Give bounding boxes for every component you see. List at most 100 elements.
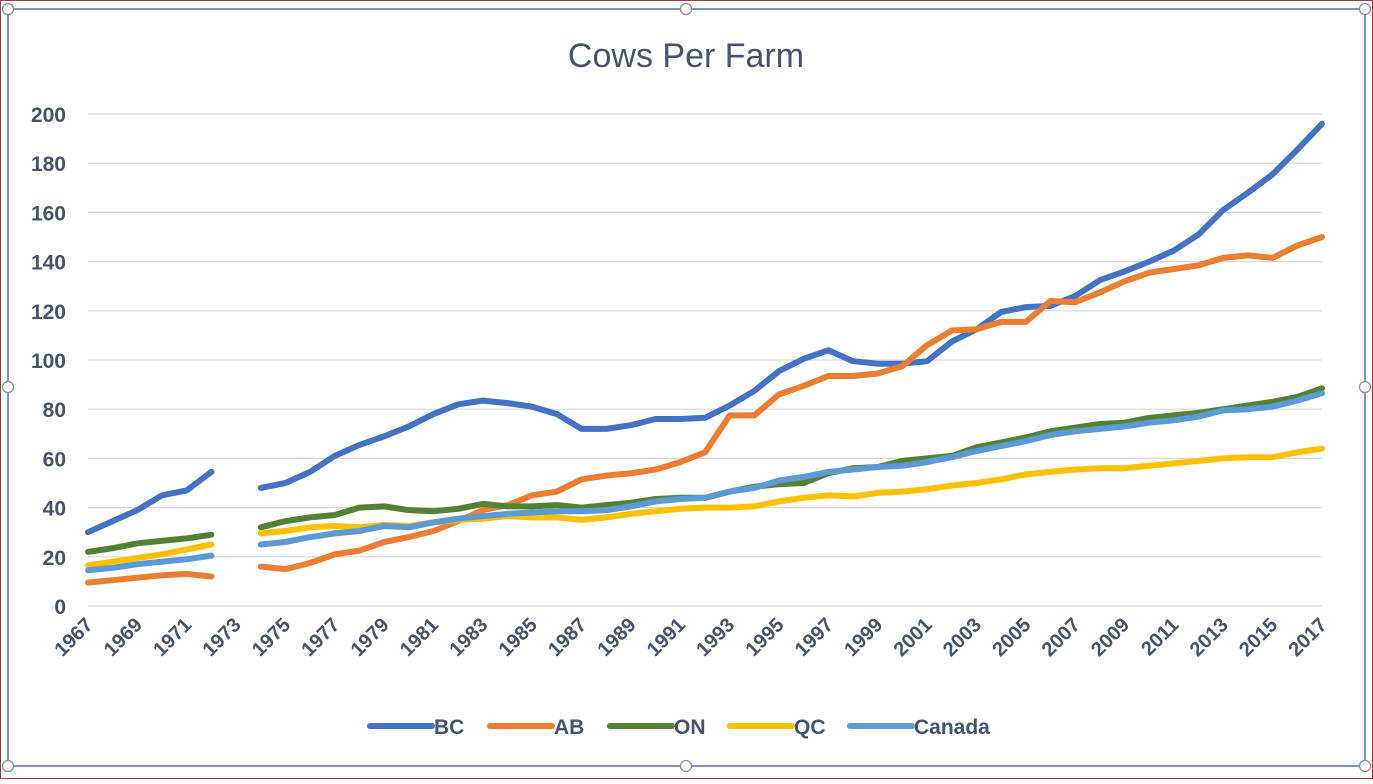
resize-handle[interactable]	[1358, 380, 1372, 394]
data-point	[827, 471, 829, 473]
data-point	[334, 525, 336, 527]
resize-handle[interactable]	[1358, 2, 1372, 16]
series-line-qc[interactable]	[85, 541, 215, 569]
legend-label: Canada	[914, 716, 990, 739]
data-point	[704, 417, 706, 419]
data-point	[1321, 448, 1323, 450]
data-point	[260, 526, 262, 528]
data-point	[284, 541, 286, 543]
data-point	[433, 510, 434, 512]
data-point	[408, 425, 410, 427]
data-point	[1074, 430, 1076, 432]
data-point	[630, 424, 632, 426]
data-point	[1074, 301, 1076, 303]
resize-handle[interactable]	[1358, 759, 1372, 773]
data-point	[210, 555, 212, 557]
legend-item-bc[interactable]: BC	[367, 716, 464, 739]
legend[interactable]: BC AB ON QC Canada	[367, 716, 990, 739]
data-point	[1272, 173, 1274, 175]
data-point	[1247, 408, 1249, 410]
legend-item-on[interactable]: ON	[607, 716, 706, 739]
series-lines	[85, 120, 1325, 586]
y-tick-label: 0	[54, 596, 66, 619]
series-line-bc[interactable]	[257, 120, 1325, 491]
data-point	[1148, 465, 1150, 467]
data-point	[1148, 272, 1150, 274]
data-point	[1074, 427, 1076, 429]
data-point	[1025, 437, 1027, 438]
data-point	[334, 532, 336, 534]
data-point	[1124, 422, 1126, 424]
y-tick-label: 40	[43, 498, 66, 521]
data-point	[877, 363, 879, 365]
data-point	[112, 547, 114, 549]
resize-handle[interactable]	[1, 380, 15, 394]
resize-handle[interactable]	[1, 2, 15, 16]
data-point	[1099, 428, 1101, 430]
data-point	[951, 341, 953, 343]
data-point	[803, 385, 805, 387]
data-point	[408, 536, 410, 538]
series-line-on[interactable]	[257, 385, 1325, 531]
data-point	[729, 405, 731, 406]
data-point	[507, 513, 509, 515]
data-point	[284, 482, 286, 484]
series-line-ab[interactable]	[257, 234, 1325, 573]
data-point	[136, 563, 138, 565]
data-point	[383, 505, 385, 507]
data-point	[926, 344, 928, 346]
data-point	[383, 435, 385, 437]
data-point	[556, 504, 558, 506]
data-point	[136, 542, 138, 544]
series-line-bc[interactable]	[85, 468, 215, 536]
resize-handle[interactable]	[679, 759, 693, 773]
data-point	[753, 414, 755, 416]
data-point	[852, 496, 854, 497]
data-point	[383, 541, 385, 543]
data-point	[284, 568, 286, 570]
resize-handle[interactable]	[679, 2, 693, 16]
data-point	[457, 518, 459, 520]
series-line-on[interactable]	[85, 531, 215, 555]
series-on[interactable]	[85, 385, 1325, 555]
series-line-canada[interactable]	[85, 552, 215, 574]
data-point	[482, 515, 484, 517]
data-point	[309, 516, 311, 518]
data-point	[1173, 419, 1175, 421]
data-point	[1222, 409, 1224, 411]
data-point	[803, 476, 805, 478]
data-point	[1296, 451, 1298, 453]
series-bc[interactable]	[85, 120, 1325, 536]
resize-handle[interactable]	[1, 759, 15, 773]
data-point	[136, 557, 138, 559]
data-point	[1296, 245, 1298, 247]
data-point	[210, 471, 212, 473]
legend-item-ab[interactable]: AB	[487, 716, 584, 739]
data-point	[877, 492, 879, 494]
data-point	[161, 561, 163, 563]
legend-item-qc[interactable]: QC	[727, 716, 826, 739]
data-point	[827, 494, 829, 496]
data-point	[852, 375, 854, 377]
series-line-ab[interactable]	[85, 571, 215, 586]
data-point	[1050, 300, 1051, 302]
series-line-canada[interactable]	[257, 390, 1325, 548]
data-point	[161, 553, 163, 555]
data-point	[605, 428, 607, 430]
data-point	[1198, 264, 1200, 266]
data-point	[803, 358, 805, 360]
data-point	[1025, 306, 1027, 308]
data-point	[260, 532, 262, 534]
series-ab[interactable]	[85, 234, 1325, 586]
y-axis: 0 20 40 60 80 100 120 140 160 180 200	[31, 104, 66, 619]
series-canada[interactable]	[85, 390, 1325, 574]
legend-item-canada[interactable]: Canada	[847, 716, 990, 739]
data-point	[951, 456, 953, 458]
data-point	[1099, 467, 1101, 469]
y-tick-label: 140	[31, 252, 66, 275]
data-point	[877, 466, 879, 468]
data-point	[926, 457, 928, 459]
data-point	[1272, 406, 1274, 408]
